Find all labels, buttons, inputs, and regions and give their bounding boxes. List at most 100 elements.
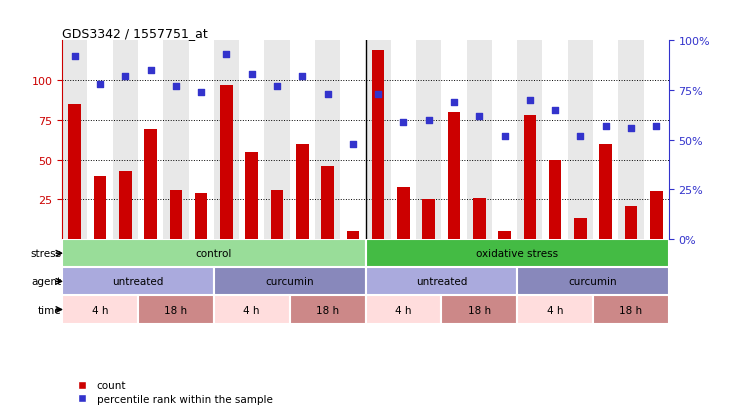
Text: stress: stress xyxy=(31,249,61,259)
Bar xyxy=(69,105,81,240)
Bar xyxy=(650,192,662,240)
Text: time: time xyxy=(38,305,61,315)
Bar xyxy=(88,41,113,240)
Bar xyxy=(593,296,669,324)
Point xyxy=(69,54,80,60)
Bar xyxy=(163,41,189,240)
Bar xyxy=(289,296,366,324)
Bar xyxy=(416,41,442,240)
Text: curcumin: curcumin xyxy=(265,277,314,287)
Bar xyxy=(246,152,258,240)
Bar xyxy=(517,41,542,240)
Text: 4 h: 4 h xyxy=(92,305,108,315)
Bar xyxy=(447,113,461,240)
Bar xyxy=(568,41,593,240)
Point xyxy=(170,83,182,90)
Bar xyxy=(518,296,593,324)
Bar xyxy=(62,296,138,324)
Point xyxy=(195,90,207,96)
Point xyxy=(423,117,434,124)
Point xyxy=(499,133,510,140)
Point xyxy=(372,92,384,98)
Bar xyxy=(213,296,289,324)
Point xyxy=(271,83,283,90)
Text: 18 h: 18 h xyxy=(619,305,643,315)
Point xyxy=(549,107,561,114)
Point xyxy=(145,68,156,74)
Bar xyxy=(213,268,366,296)
Bar xyxy=(523,116,536,240)
Bar xyxy=(574,219,587,240)
Text: agent: agent xyxy=(31,277,61,287)
Bar xyxy=(62,240,366,268)
Bar xyxy=(189,41,213,240)
Bar xyxy=(265,41,289,240)
Bar xyxy=(138,41,163,240)
Bar xyxy=(321,166,334,240)
Bar xyxy=(346,232,359,240)
Bar xyxy=(315,41,340,240)
Text: untreated: untreated xyxy=(113,277,164,287)
Bar xyxy=(397,187,410,240)
Text: 18 h: 18 h xyxy=(164,305,187,315)
Bar xyxy=(289,41,315,240)
Point xyxy=(94,82,106,88)
Text: 4 h: 4 h xyxy=(395,305,412,315)
Point xyxy=(347,141,359,148)
Point xyxy=(322,92,333,98)
Legend: count, percentile rank within the sample: count, percentile rank within the sample xyxy=(67,376,276,408)
Bar xyxy=(624,206,637,240)
Bar xyxy=(466,41,492,240)
Bar xyxy=(220,86,232,240)
Bar xyxy=(372,51,385,240)
Bar xyxy=(144,130,157,240)
Bar xyxy=(239,41,265,240)
Point xyxy=(246,72,257,78)
Point xyxy=(625,125,637,132)
Point xyxy=(600,123,612,130)
Bar xyxy=(213,41,239,240)
Bar xyxy=(366,240,669,268)
Text: untreated: untreated xyxy=(416,277,467,287)
Bar xyxy=(62,41,88,240)
Bar xyxy=(296,145,308,240)
Bar xyxy=(618,41,643,240)
Bar xyxy=(599,145,612,240)
Bar xyxy=(195,194,208,240)
Bar xyxy=(138,296,213,324)
Bar xyxy=(499,232,511,240)
Point xyxy=(119,74,131,80)
Bar xyxy=(473,198,485,240)
Point xyxy=(297,74,308,80)
Text: 4 h: 4 h xyxy=(547,305,564,315)
Bar xyxy=(366,296,442,324)
Bar xyxy=(643,41,669,240)
Point xyxy=(651,123,662,130)
Point xyxy=(524,97,536,104)
Bar xyxy=(366,268,518,296)
Bar xyxy=(518,268,669,296)
Bar xyxy=(94,176,107,240)
Bar xyxy=(366,41,391,240)
Text: 4 h: 4 h xyxy=(243,305,260,315)
Point xyxy=(448,100,460,106)
Bar xyxy=(340,41,366,240)
Bar xyxy=(423,200,435,240)
Text: GDS3342 / 1557751_at: GDS3342 / 1557751_at xyxy=(62,27,208,40)
Text: control: control xyxy=(196,249,232,259)
Point xyxy=(575,133,586,140)
Bar xyxy=(119,171,132,240)
Point xyxy=(474,113,485,120)
Bar xyxy=(270,190,284,240)
Bar xyxy=(549,160,561,240)
Bar xyxy=(170,190,182,240)
Point xyxy=(398,119,409,126)
Bar xyxy=(593,41,618,240)
Bar xyxy=(492,41,517,240)
Bar xyxy=(113,41,138,240)
Bar xyxy=(442,41,466,240)
Text: oxidative stress: oxidative stress xyxy=(476,249,558,259)
Bar xyxy=(442,296,518,324)
Bar xyxy=(62,268,213,296)
Bar xyxy=(391,41,416,240)
